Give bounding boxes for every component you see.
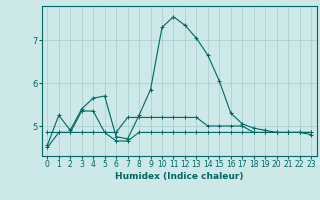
- X-axis label: Humidex (Indice chaleur): Humidex (Indice chaleur): [115, 172, 244, 181]
